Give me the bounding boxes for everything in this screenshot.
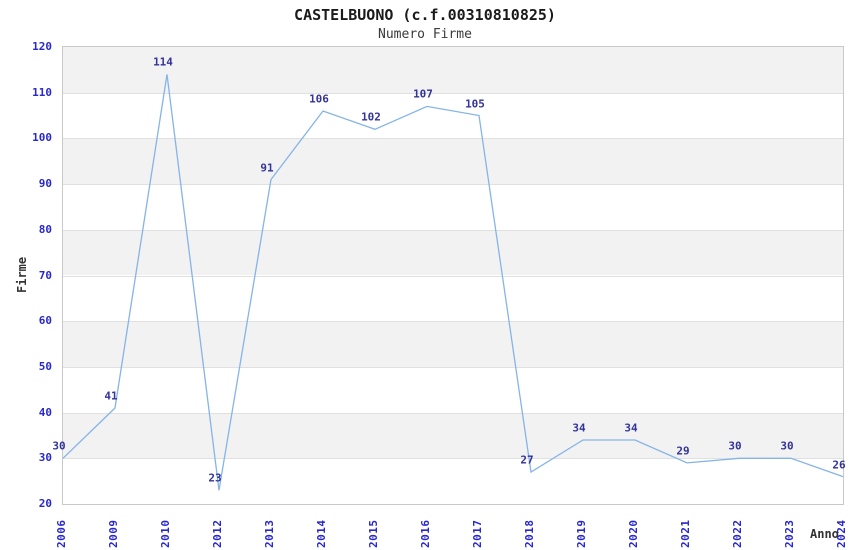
alt-band bbox=[63, 321, 843, 367]
data-point-label: 91 bbox=[260, 161, 274, 175]
h-gridline bbox=[63, 229, 843, 231]
x-tick-label: 2012 bbox=[211, 519, 224, 549]
h-gridline bbox=[63, 412, 843, 414]
line-series bbox=[62, 74, 844, 491]
x-tick-label: 2021 bbox=[679, 519, 692, 549]
chart-subtitle: Numero Firme bbox=[378, 27, 472, 42]
x-axis-title: Anno bbox=[810, 527, 839, 541]
data-point-label: 23 bbox=[208, 471, 222, 485]
x-tick-label: 2017 bbox=[471, 519, 484, 549]
x-tick-label: 2009 bbox=[107, 519, 120, 549]
y-tick-label: 30 bbox=[38, 451, 52, 465]
data-point-label: 34 bbox=[624, 421, 638, 435]
plot-area: 30 41 114 23 91 106 102 107 105 27 34 34 29 30 30 26 bbox=[52, 46, 846, 505]
data-point-label: 41 bbox=[104, 389, 118, 403]
x-tick-label: 2006 bbox=[55, 519, 68, 549]
y-tick-label: 60 bbox=[38, 314, 52, 328]
data-point-label: 106 bbox=[309, 92, 329, 106]
x-tick-label: 2016 bbox=[419, 519, 432, 549]
h-gridline bbox=[63, 458, 843, 460]
y-tick-label: 100 bbox=[32, 131, 52, 145]
y-tick-label: 90 bbox=[38, 177, 52, 191]
chart-title: CASTELBUONO (c.f.00310810825) bbox=[294, 6, 556, 24]
series-polyline bbox=[62, 74, 844, 491]
x-tick-label: 2014 bbox=[315, 519, 328, 549]
alt-band bbox=[63, 229, 843, 276]
data-point-label: 29 bbox=[676, 444, 690, 458]
alt-band bbox=[63, 412, 843, 459]
alt-band bbox=[63, 47, 843, 93]
y-tick-label: 120 bbox=[32, 40, 52, 53]
x-tick-label: 2019 bbox=[575, 519, 588, 549]
alt-band bbox=[63, 138, 843, 185]
h-gridline bbox=[63, 275, 843, 277]
h-gridline bbox=[63, 138, 843, 140]
data-point-label: 30 bbox=[780, 439, 794, 453]
data-point-label: 102 bbox=[361, 110, 381, 124]
y-tick-label: 50 bbox=[38, 359, 52, 373]
data-point-label: 114 bbox=[153, 55, 173, 69]
y-tick-label: 70 bbox=[38, 268, 52, 282]
data-point-label: 26 bbox=[832, 458, 846, 472]
data-point-label: 27 bbox=[520, 453, 534, 467]
x-tick-label: 2020 bbox=[627, 519, 640, 549]
h-gridline bbox=[63, 321, 843, 323]
data-point-label: 105 bbox=[465, 97, 485, 111]
x-tick-label: 2018 bbox=[523, 519, 536, 549]
data-point-label: 107 bbox=[413, 87, 433, 101]
y-tick-label: 80 bbox=[38, 222, 52, 236]
y-tick-label: 110 bbox=[32, 85, 52, 99]
x-tick-label: 2023 bbox=[783, 519, 796, 549]
h-gridline bbox=[63, 366, 843, 368]
x-tick-label: 2015 bbox=[367, 519, 380, 549]
y-tick-label: 40 bbox=[38, 405, 52, 419]
x-tick-label: 2022 bbox=[731, 519, 744, 549]
h-gridline bbox=[63, 184, 843, 186]
data-point-label: 30 bbox=[52, 439, 66, 453]
x-tick-label: 2013 bbox=[263, 519, 276, 549]
y-tick-label: 20 bbox=[38, 497, 52, 510]
x-tick-label: 2010 bbox=[159, 519, 172, 549]
data-point-label: 34 bbox=[572, 421, 586, 435]
h-gridline bbox=[63, 92, 843, 94]
data-point-label: 30 bbox=[728, 439, 742, 453]
